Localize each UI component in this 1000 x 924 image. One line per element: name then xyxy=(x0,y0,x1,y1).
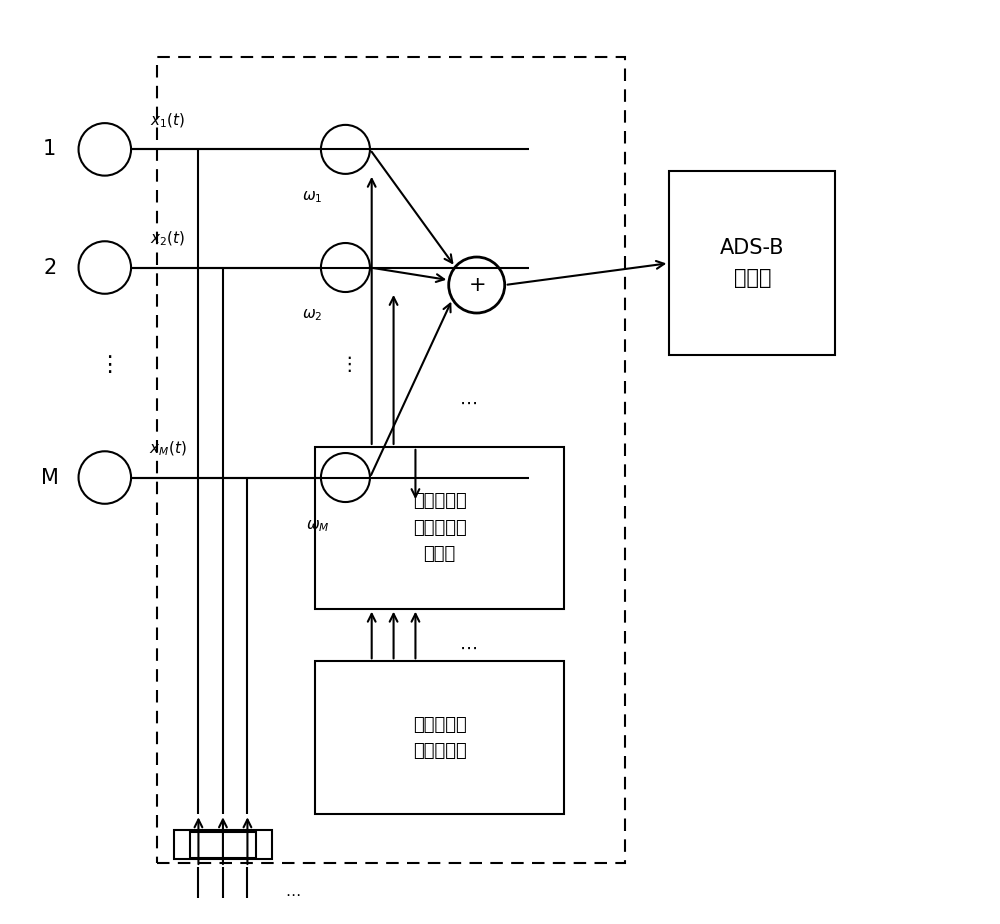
Text: $\omega_M$: $\omega_M$ xyxy=(306,517,329,533)
Bar xyxy=(157,57,625,863)
Text: 对数字中频
信号下采样: 对数字中频 信号下采样 xyxy=(413,716,466,760)
Text: $x_1(t)$: $x_1(t)$ xyxy=(150,111,185,129)
Text: 采用功率倒
置法计算阵
列权值: 采用功率倒 置法计算阵 列权值 xyxy=(413,492,466,564)
Text: $\vdots$: $\vdots$ xyxy=(98,353,112,375)
Bar xyxy=(174,830,272,859)
Text: ADS-B
接收机: ADS-B 接收机 xyxy=(720,238,785,288)
Text: $\omega_1$: $\omega_1$ xyxy=(302,189,322,205)
Text: $\omega_2$: $\omega_2$ xyxy=(302,308,322,323)
Bar xyxy=(315,662,564,814)
Bar xyxy=(190,832,256,858)
Text: $\cdots$: $\cdots$ xyxy=(459,639,477,657)
Text: $x_M(t)$: $x_M(t)$ xyxy=(149,440,187,458)
Bar xyxy=(315,447,564,609)
Text: M: M xyxy=(41,468,59,488)
Text: $\vdots$: $\vdots$ xyxy=(339,354,352,374)
Text: $\cdots$: $\cdots$ xyxy=(285,886,301,901)
Text: $\cdots$: $\cdots$ xyxy=(459,395,477,412)
Text: 1: 1 xyxy=(43,140,56,159)
Bar xyxy=(669,171,835,355)
Text: 2: 2 xyxy=(43,258,56,277)
Text: $x_2(t)$: $x_2(t)$ xyxy=(150,229,185,248)
Text: $+$: $+$ xyxy=(468,275,485,295)
